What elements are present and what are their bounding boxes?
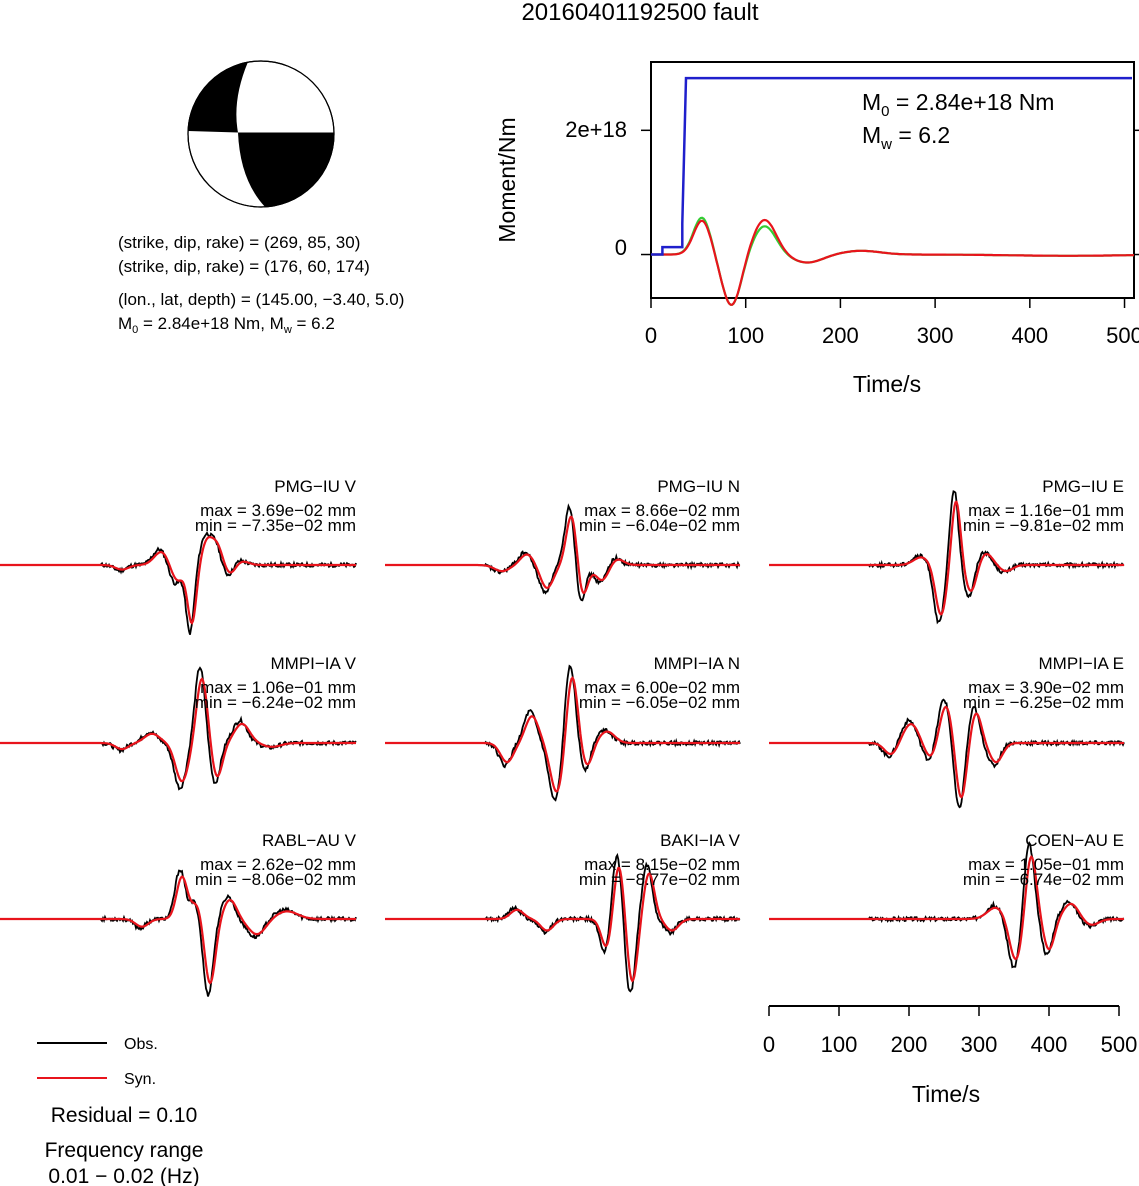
trace-syn-line bbox=[769, 855, 1124, 961]
trace-max-label: max = 8.15e−02 mm bbox=[584, 855, 740, 874]
figure-title: 20160401192500 fault bbox=[521, 0, 758, 26]
moment-plot-frame bbox=[650, 61, 1135, 299]
moment-curves bbox=[651, 76, 1134, 307]
trace-syn-line bbox=[385, 676, 740, 793]
moment-rate-red bbox=[651, 218, 1134, 306]
trace-station-label: MMPI−IA N bbox=[654, 654, 740, 673]
bottom-xlabel: Time/s bbox=[912, 1081, 980, 1107]
trace-max-label: max = 2.62e−02 mm bbox=[200, 855, 356, 874]
bottom-xtick-label-400: 400 bbox=[1031, 1032, 1068, 1057]
info-line-3: (lon., lat, depth) = (145.00, −3.40, 5.0… bbox=[118, 290, 404, 309]
moment-ylabel: Moment/Nm bbox=[494, 117, 520, 242]
frequency-range: 0.01 − 0.02 (Hz) bbox=[48, 1165, 199, 1186]
trace-station-label: RABL−AU V bbox=[262, 831, 357, 850]
trace-station-label: BAKI−IA V bbox=[660, 831, 741, 850]
trace-syn-line bbox=[0, 677, 356, 783]
mechanism-info: (strike, dip, rake) = (269, 85, 30) (str… bbox=[118, 233, 404, 336]
trace-min-label: min = −6.05e−02 mm bbox=[579, 693, 740, 712]
trace-max-label: max = 1.06e−01 mm bbox=[200, 678, 356, 697]
trace-station-label: MMPI−IA E bbox=[1039, 654, 1125, 673]
trace-max-label: max = 3.90e−02 mm bbox=[968, 678, 1124, 697]
bottom-time-axis: 0 100 200 300 400 500 bbox=[763, 1005, 1138, 1057]
moment-xtick-label-500: 500 bbox=[1106, 323, 1139, 348]
moment-cumulative-line bbox=[651, 76, 1132, 256]
trace-max-label: max = 1.16e−01 mm bbox=[968, 501, 1124, 520]
info-line-2: (strike, dip, rake) = (176, 60, 174) bbox=[118, 257, 370, 276]
moment-ytick-2e18: 2e+18 bbox=[565, 117, 627, 142]
bottom-xtick-label-0: 0 bbox=[763, 1032, 775, 1057]
trace-max-label: max = 3.69e−02 mm bbox=[200, 501, 356, 520]
trace-syn-line bbox=[769, 705, 1124, 799]
legend-obs-label: Obs. bbox=[124, 1036, 158, 1053]
trace-max-label: max = 6.00e−02 mm bbox=[584, 678, 740, 697]
bottom-xtick-label-200: 200 bbox=[891, 1032, 928, 1057]
moment-xtick-label-0: 0 bbox=[645, 323, 657, 348]
trace-min-label: min = −8.06e−02 mm bbox=[195, 870, 356, 889]
trace-max-label: max = 1.05e−01 mm bbox=[968, 855, 1124, 874]
legend: Obs. Syn. bbox=[37, 1036, 158, 1088]
bottom-xtick-label-300: 300 bbox=[961, 1032, 998, 1057]
trace-station-label: PMG−IU N bbox=[657, 477, 740, 496]
trace-station-label: COEN−AU E bbox=[1025, 831, 1124, 850]
trace-station-label: PMG−IU V bbox=[274, 477, 356, 496]
beachball-quadrant-lower-right bbox=[238, 132, 334, 207]
trace-min-label: min = −8.77e−02 mm bbox=[579, 870, 740, 889]
trace-min-label: min = −6.24e−02 mm bbox=[195, 693, 356, 712]
moment-xlabel: Time/s bbox=[853, 371, 921, 397]
trace-obs-line bbox=[769, 698, 1125, 809]
trace-min-label: min = −6.74e−02 mm bbox=[963, 870, 1124, 889]
trace-syn-line bbox=[0, 875, 356, 985]
beachball-quadrant-upper-left bbox=[188, 61, 248, 133]
trace-min-label: min = −6.25e−02 mm bbox=[963, 693, 1124, 712]
bottom-xtick-label-500: 500 bbox=[1101, 1032, 1138, 1057]
trace-station-label: MMPI−IA V bbox=[271, 654, 357, 673]
residual-text: Residual = 0.10 bbox=[51, 1104, 198, 1127]
info-line-4: M0 = 2.84e+18 Nm, Mw = 6.2 bbox=[118, 314, 335, 336]
moment-mw-label: Mw = 6.2 bbox=[862, 122, 950, 153]
trace-station-label: PMG−IU E bbox=[1042, 477, 1124, 496]
moment-panel: 0 2e+18 Moment/Nm Time/s 0 100 200 300 400 50… bbox=[494, 61, 1139, 397]
trace-syn-line bbox=[0, 535, 356, 625]
trace-obs-line bbox=[0, 531, 357, 635]
moment-xtick-label-300: 300 bbox=[917, 323, 954, 348]
moment-xtick-label-100: 100 bbox=[727, 323, 764, 348]
moment-ytick-0: 0 bbox=[615, 235, 627, 260]
trace-max-label: max = 8.66e−02 mm bbox=[584, 501, 740, 520]
moment-axes bbox=[641, 129, 1139, 308]
trace-syn-line bbox=[385, 515, 740, 594]
moment-xtick-label-200: 200 bbox=[822, 323, 859, 348]
beachball bbox=[187, 60, 335, 208]
trace-syn-line bbox=[385, 866, 740, 983]
moment-xtick-labels: 0 100 200 300 400 500 bbox=[645, 323, 1139, 348]
moment-m0-label: M0 = 2.84e+18 Nm bbox=[862, 89, 1054, 120]
moment-xtick-label-400: 400 bbox=[1011, 323, 1048, 348]
trace-min-label: min = −7.35e−02 mm bbox=[195, 516, 356, 535]
bottom-xtick-label-100: 100 bbox=[821, 1032, 858, 1057]
legend-syn-label: Syn. bbox=[124, 1071, 156, 1088]
trace-min-label: min = −6.04e−02 mm bbox=[579, 516, 740, 535]
frequency-title: Frequency range bbox=[45, 1139, 204, 1162]
trace-min-label: min = −9.81e−02 mm bbox=[963, 516, 1124, 535]
trace-syn-line bbox=[769, 500, 1124, 616]
info-line-1: (strike, dip, rake) = (269, 85, 30) bbox=[118, 233, 360, 252]
